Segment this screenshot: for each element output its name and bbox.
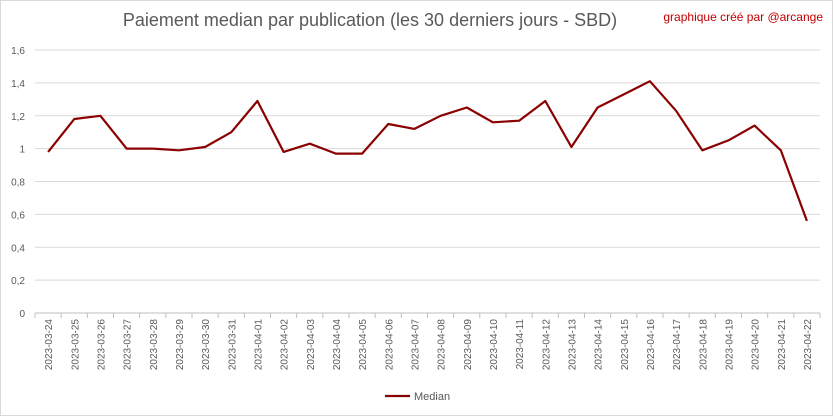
x-tick-label: 2023-04-01: [253, 319, 264, 371]
x-tick-label: 2023-04-18: [698, 319, 709, 371]
y-tick-label: 1,6: [11, 46, 25, 57]
x-axis-ticks: 2023-03-24 2023-03-25 2023-03-26 2023-03-27…: [34, 313, 821, 371]
x-tick-label: 2023-03-24: [44, 319, 55, 371]
legend: Median: [385, 391, 450, 403]
y-tick-label: 0,8: [11, 178, 25, 189]
x-tick-label: 2023-03-28: [149, 319, 160, 371]
credit-annotation: graphique créé par @arcange: [663, 10, 823, 24]
x-tick-label: 2023-04-13: [567, 319, 578, 371]
x-tick-label: 2023-04-04: [332, 319, 343, 371]
x-tick-label: 2023-04-21: [777, 319, 788, 371]
x-tick-label: 2023-03-26: [96, 319, 107, 371]
x-tick-label: 2023-03-30: [201, 319, 212, 371]
x-tick-label: 2023-04-14: [594, 319, 605, 371]
x-tick-label: 2023-04-03: [306, 319, 317, 371]
x-tick-label: 2023-04-05: [358, 319, 369, 371]
y-tick-label: 0,6: [11, 210, 25, 221]
y-tick-label: 1,4: [11, 79, 25, 90]
x-tick-label: 2023-04-17: [672, 319, 683, 371]
x-tick-label: 2023-04-22: [803, 319, 814, 371]
y-tick-label: 0,4: [11, 243, 25, 254]
y-tick-label: 0,2: [11, 276, 25, 287]
x-tick-label: 2023-04-06: [384, 319, 395, 371]
x-tick-label: 2023-04-02: [280, 319, 291, 371]
y-tick-label: 1: [19, 145, 25, 156]
y-axis-ticks: 0 0,2 0,4 0,6 0,8 1 1,2 1,4 1,6: [11, 46, 25, 320]
x-tick-label: 2023-03-29: [175, 319, 186, 371]
gridlines: [35, 49, 820, 314]
x-tick-label: 2023-04-12: [541, 319, 552, 371]
y-tick-label: 0: [19, 309, 25, 320]
x-tick-label: 2023-03-25: [70, 319, 81, 371]
y-tick-label: 1,2: [11, 112, 25, 123]
x-tick-label: 2023-04-19: [724, 319, 735, 371]
x-tick-label: 2023-04-16: [646, 319, 657, 371]
chart-title: Paiement median par publication (les 30 …: [122, 10, 618, 30]
x-tick-label: 2023-04-10: [489, 319, 500, 371]
series-line-median: [47, 80, 808, 222]
series-layer: [47, 80, 808, 222]
x-tick-label: 2023-04-07: [410, 319, 421, 371]
legend-label: Median: [414, 391, 450, 403]
x-tick-label: 2023-03-31: [227, 319, 238, 371]
x-tick-label: 2023-04-09: [463, 319, 474, 371]
x-tick-label: 2023-04-08: [437, 319, 448, 371]
x-tick-label: 2023-04-20: [751, 319, 762, 371]
x-tick-label: 2023-04-11: [515, 319, 526, 370]
x-tick-label: 2023-03-27: [123, 319, 134, 371]
x-tick-label: 2023-04-15: [620, 319, 631, 371]
